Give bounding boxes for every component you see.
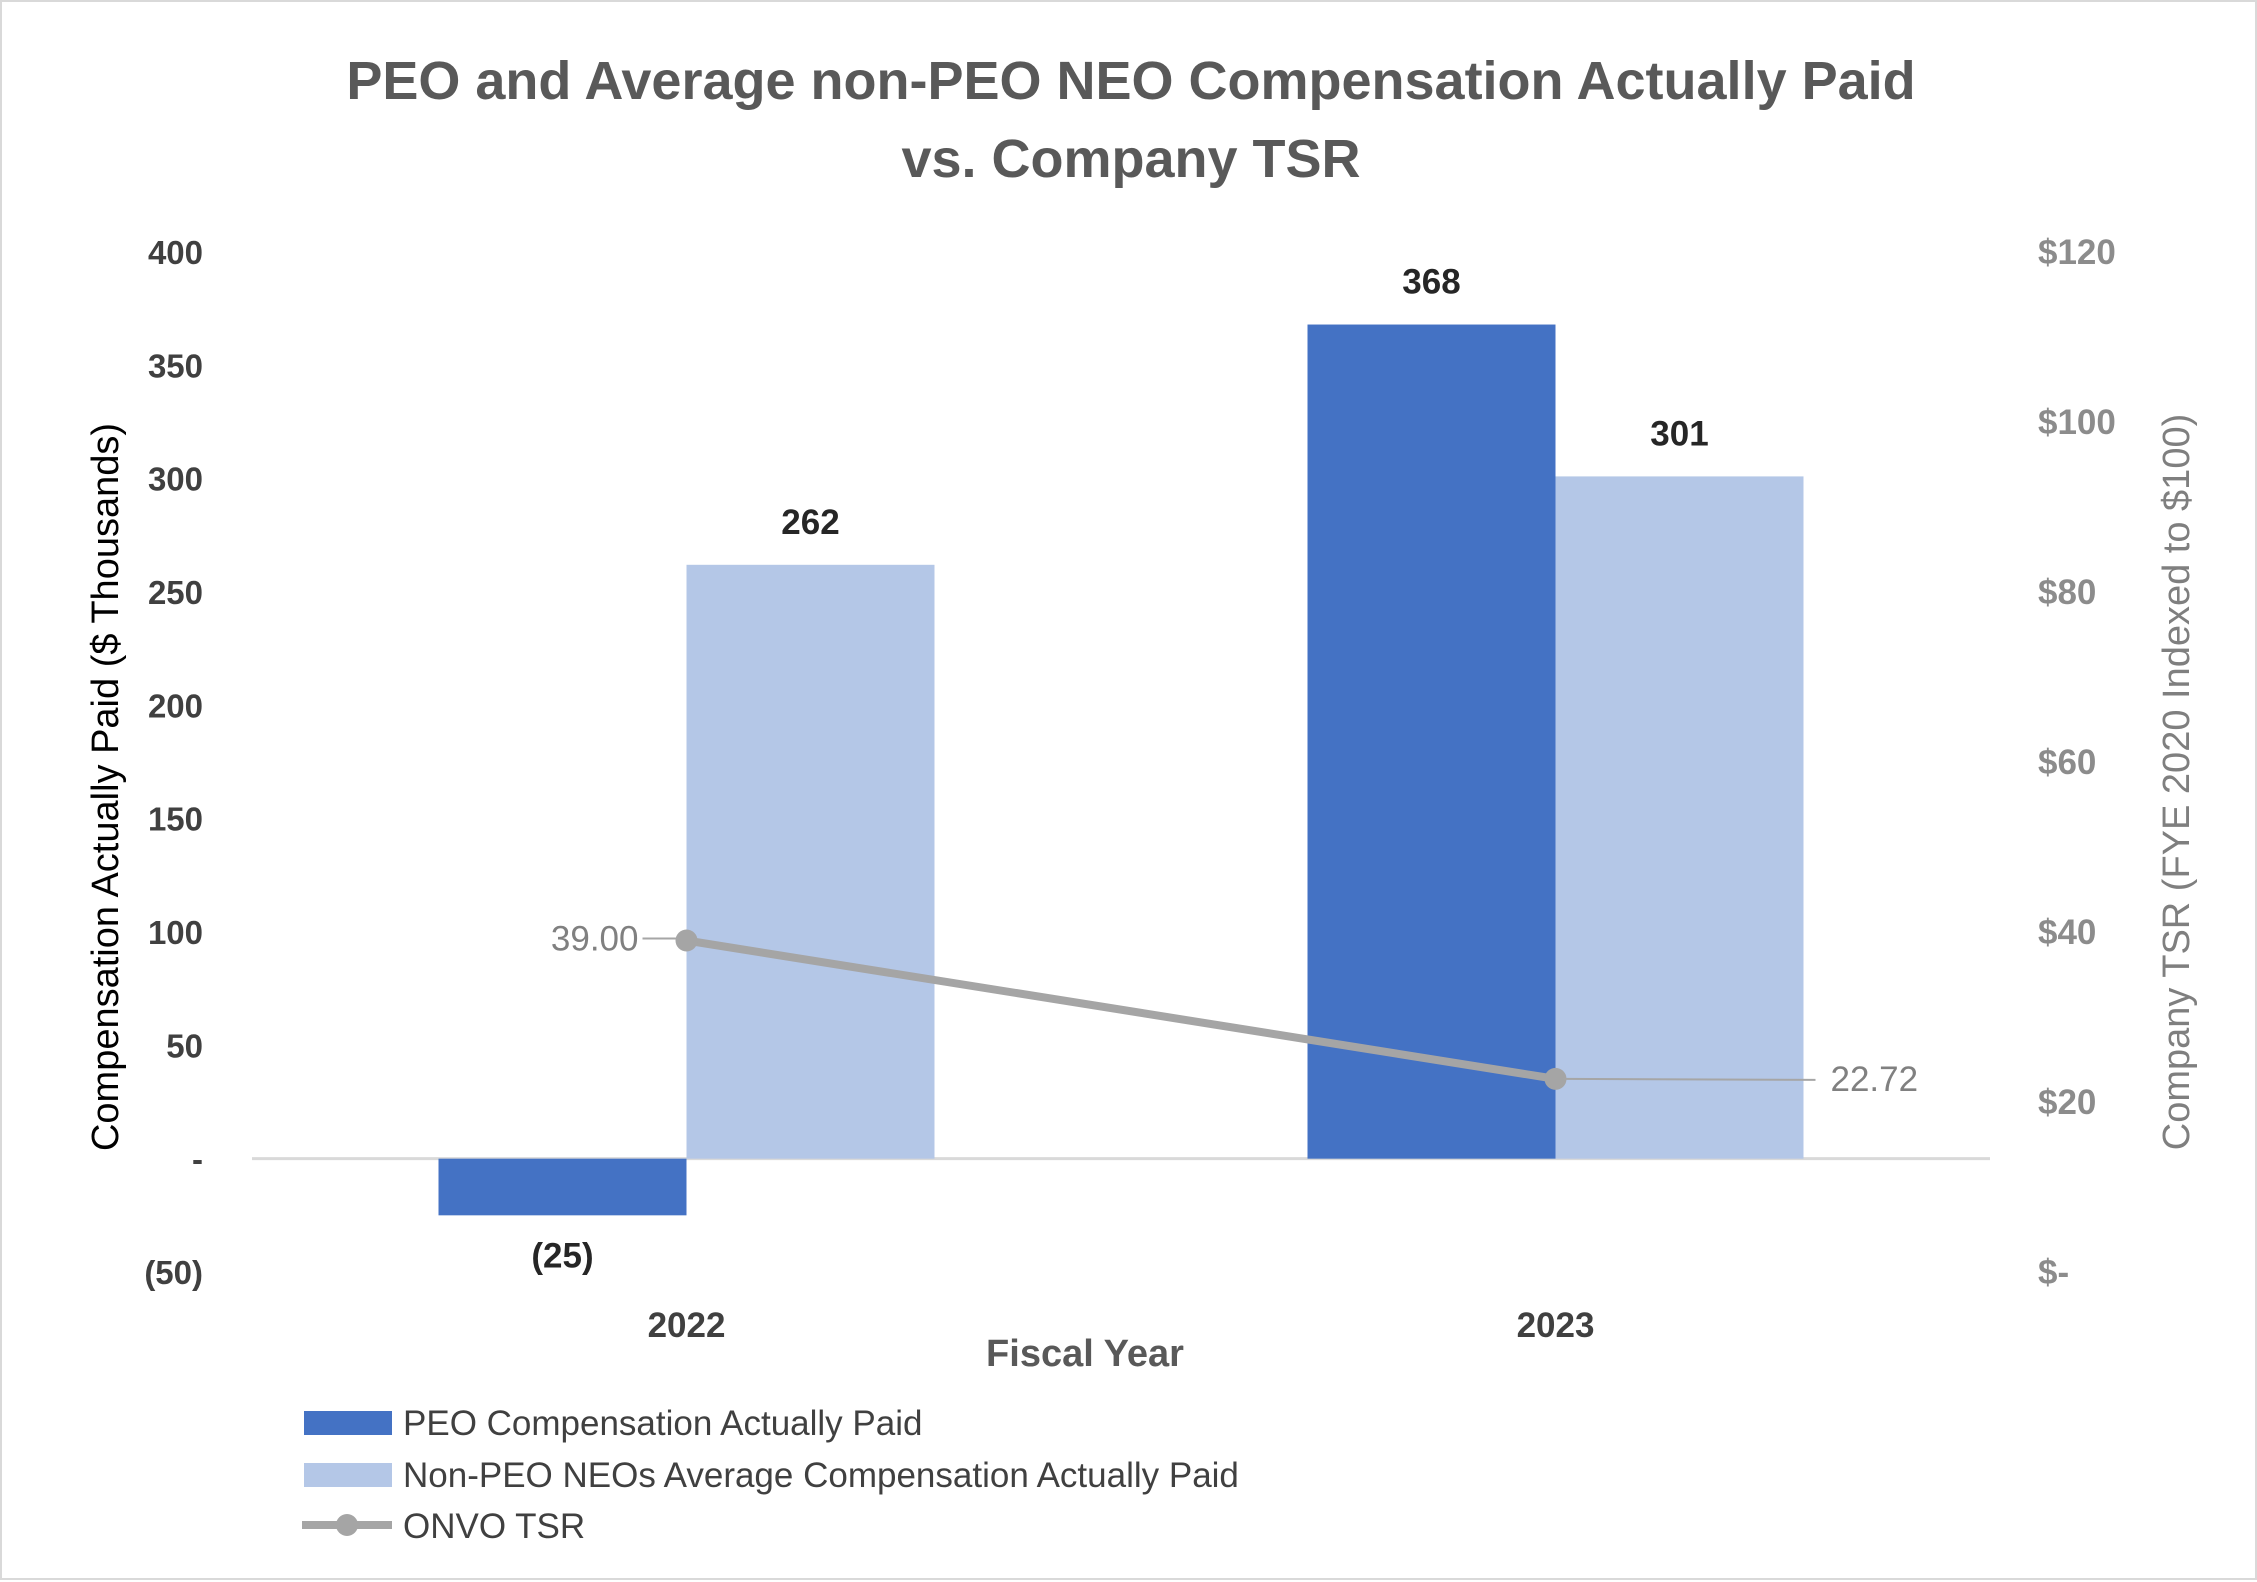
legend-label-peo: PEO Compensation Actually Paid (403, 1404, 922, 1443)
right-tick-label: $120 (2038, 233, 2116, 272)
bar (686, 564, 935, 1159)
tsr-data-label: 22.72 (1831, 1060, 1919, 1099)
legend-label-tsr: ONVO TSR (403, 1507, 585, 1546)
tsr-data-label: 39.00 (551, 920, 639, 959)
legend-label-non-peo: Non-PEO NEOs Average Compensation Actual… (403, 1456, 1239, 1495)
tsr-leader-line (1563, 1077, 1816, 1081)
legend-swatch-non-peo (304, 1463, 392, 1487)
bar-data-label: 301 (1650, 414, 1708, 453)
left-tick-label: - (192, 1141, 203, 1178)
left-tick-label: 200 (148, 687, 203, 724)
right-tick-label: $- (2038, 1253, 2069, 1292)
legend-swatch-tsr-marker (336, 1514, 358, 1536)
right-tick-label: $60 (2038, 743, 2096, 782)
category-labels: 2022 2023 (648, 1306, 1595, 1345)
chart-title-line-2: vs. Company TSR (901, 129, 1360, 189)
tsr-point (1544, 1067, 1567, 1090)
right-tick-label: $80 (2038, 573, 2096, 612)
bar (1307, 324, 1556, 1159)
right-axis-title: Company TSR (FYE 2020 Indexed to $100) (2156, 414, 2198, 1151)
category-label: 2022 (648, 1306, 726, 1345)
left-tick-label: 150 (148, 801, 203, 838)
tsr-series-line (685, 936, 1557, 1083)
left-tick-label: 350 (148, 347, 203, 384)
left-tick-label: 100 (148, 914, 203, 951)
left-tick-label: 300 (148, 461, 203, 498)
left-axis-title: Compensation Actually Paid ($ Thousands) (85, 423, 127, 1151)
right-tick-label: $20 (2038, 1083, 2096, 1122)
right-tick-label: $40 (2038, 913, 2096, 952)
bars (438, 324, 1804, 1216)
bar-data-label: (25) (531, 1236, 593, 1275)
bar-data-label: 262 (781, 503, 839, 542)
legend-swatch-peo (304, 1411, 392, 1435)
x-axis-title: Fiscal Year (986, 1333, 1184, 1375)
tsr-line: 39.00 22.72 (551, 920, 1918, 1099)
left-axis-ticks: 400 350 300 250 200 150 100 50 - (50) (144, 234, 203, 1291)
bar-data-label: 368 (1402, 263, 1460, 302)
category-label: 2023 (1517, 1306, 1595, 1345)
left-tick-label: 50 (166, 1027, 203, 1064)
bar (438, 1158, 687, 1216)
left-tick-label: 250 (148, 574, 203, 611)
bar (1555, 476, 1804, 1159)
left-tick-label: 400 (148, 234, 203, 271)
legend: PEO Compensation Actually Paid Non-PEO N… (302, 1404, 1239, 1546)
bar-labels: (25) 368 262 301 (531, 263, 1708, 1276)
left-tick-label: (50) (144, 1254, 203, 1291)
right-axis-ticks: $120 $100 $80 $60 $40 $20 $- (2038, 233, 2116, 1292)
tsr-point (675, 929, 698, 952)
right-tick-label: $100 (2038, 403, 2116, 442)
chart-title-line-1: PEO and Average non-PEO NEO Compensation… (346, 51, 1915, 111)
